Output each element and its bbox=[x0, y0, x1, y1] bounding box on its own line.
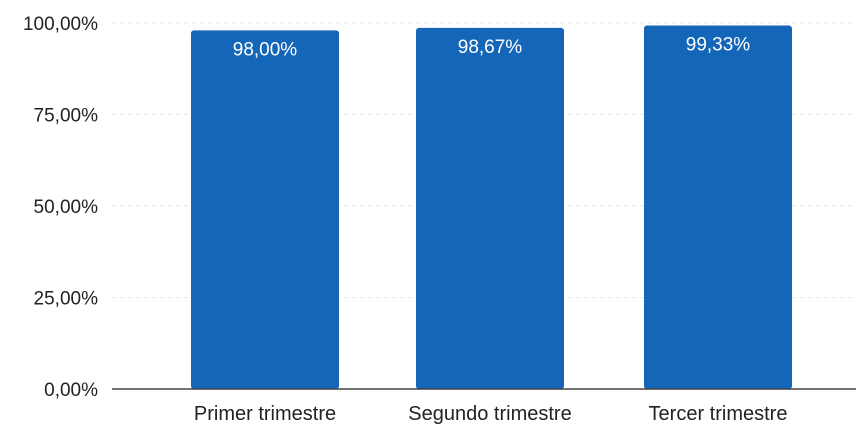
y-tick-label: 100,00% bbox=[23, 14, 98, 35]
bar bbox=[644, 25, 792, 389]
y-tick-label: 0,00% bbox=[44, 380, 98, 401]
bars bbox=[191, 25, 792, 390]
y-tick-label: 25,00% bbox=[34, 289, 99, 310]
bar-value-label: 98,00% bbox=[233, 39, 298, 60]
labels: 0,00% 25,00% 50,00% 75,00% 100,00% 98,00% Prim… bbox=[23, 14, 787, 424]
bar bbox=[416, 27, 564, 390]
y-tick-label: 50,00% bbox=[34, 197, 99, 218]
x-category-label: Tercer trimestre bbox=[649, 403, 788, 424]
bar-value-label: 98,67% bbox=[458, 37, 523, 58]
bar-value-label: 99,33% bbox=[686, 34, 751, 55]
x-category-label: Primer trimestre bbox=[194, 403, 336, 424]
y-tick-label: 75,00% bbox=[34, 106, 99, 127]
x-category-label: Segundo trimestre bbox=[408, 403, 571, 424]
bar bbox=[191, 30, 339, 389]
